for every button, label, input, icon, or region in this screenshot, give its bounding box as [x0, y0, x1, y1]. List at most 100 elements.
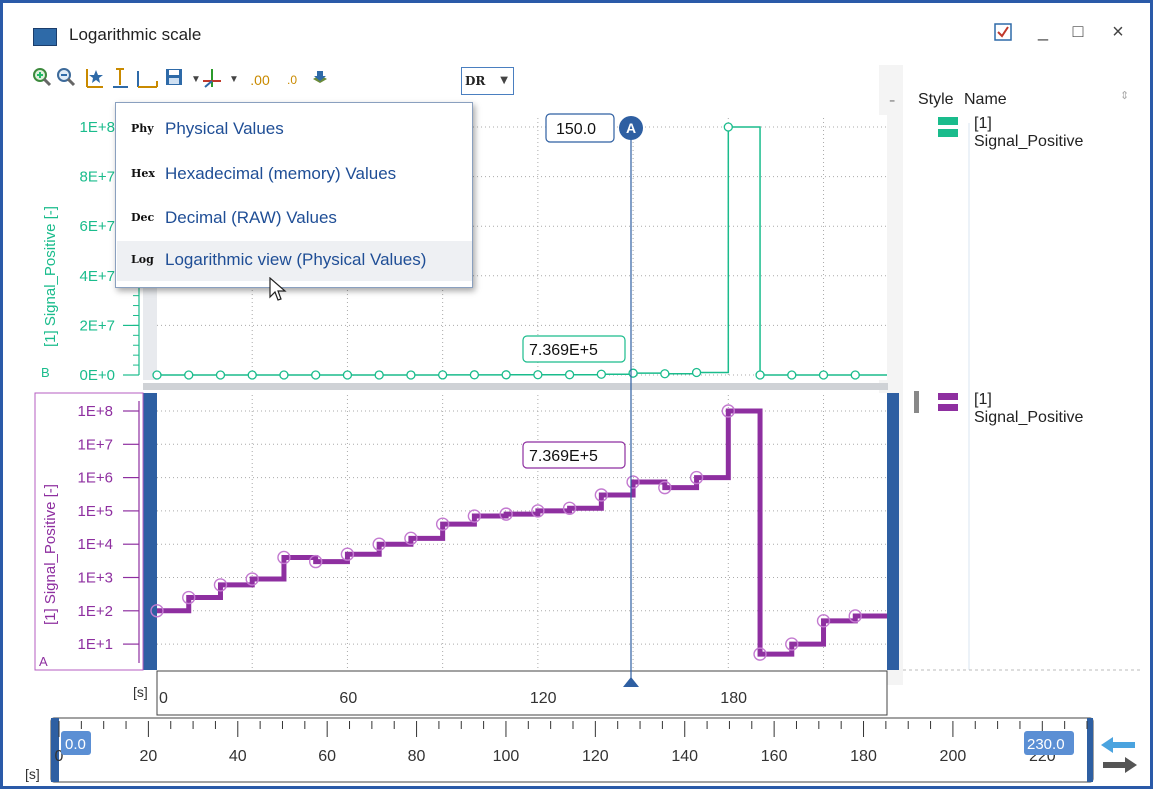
cursor-value-box[interactable] — [545, 113, 615, 143]
top-data-point — [533, 370, 543, 380]
bottom-data-point — [689, 470, 704, 485]
menu-item-label: Logarithmic view (Physical Values) — [165, 250, 427, 269]
menu-item-physical[interactable]: Phy Physical Values — [117, 110, 472, 150]
bottom-grid — [157, 395, 887, 668]
top-readout-box — [522, 335, 626, 363]
x-fit-icon[interactable] — [135, 67, 158, 93]
bottom-data-point — [150, 604, 164, 618]
bottom-data-point — [562, 501, 577, 515]
zoom-out-icon[interactable] — [55, 67, 77, 93]
chevron-down-icon: ▼ — [500, 75, 508, 86]
top-data-point — [342, 370, 353, 380]
top-readout: 7.369E+5 — [529, 342, 598, 359]
overview-tick-label: 60 — [318, 748, 336, 765]
bottom-legend-swatch-lower[interactable] — [938, 404, 958, 411]
bottom-signal-line — [157, 408, 887, 657]
cursor-handle-icon[interactable] — [623, 677, 639, 687]
bottom-left-selection-bar[interactable] — [143, 393, 157, 670]
display-mode-dropdown[interactable]: DR ▼ — [461, 67, 514, 95]
top-signal-markers — [152, 122, 860, 380]
minimize-button[interactable]: _ — [1037, 21, 1048, 41]
overview-right-handle[interactable] — [1087, 718, 1093, 782]
top-legend-entry[interactable]: [1] Signal_Positive — [974, 115, 1084, 150]
axis-icon[interactable] — [201, 67, 223, 93]
x-tick-label: 60 — [339, 690, 357, 707]
decimal-less-icon[interactable]: .0 — [286, 73, 297, 87]
overview-tick-label: 20 — [139, 748, 157, 765]
menu-item-label: Decimal (RAW) Values — [165, 208, 337, 227]
bottom-tick-label: 1E+8 — [78, 403, 113, 420]
close-button[interactable]: × — [1112, 21, 1124, 43]
overview-bar[interactable]: 0 20 40 60 80 100 120 140 160 180 200 220 [s] 0.0 2… — [25, 717, 1094, 783]
hex-abbr-icon: Hex — [131, 167, 155, 180]
overview-start-badge[interactable] — [61, 731, 91, 755]
top-data-point — [469, 370, 480, 380]
cursor-a[interactable]: A 150.0 7.369E+5 7.369E+5 — [522, 113, 643, 687]
menu-item-logarithmic[interactable]: Log Logarithmic view (Physical Values) — [117, 241, 472, 281]
menu-item-hexadecimal[interactable]: Hex Hexadecimal (memory) Values — [117, 155, 472, 195]
overview-tick-label: 120 — [582, 748, 609, 765]
panel-splitter[interactable] — [143, 383, 888, 390]
y-fit-icon[interactable] — [109, 67, 131, 93]
save-dropdown-icon[interactable]: ▼ — [191, 74, 201, 85]
bottom-legend-entry[interactable]: [1] Signal_Positive — [974, 391, 1084, 426]
export-icon[interactable] — [309, 67, 331, 93]
bottom-y-axis-title: [1] Signal_Positive [-] — [42, 484, 59, 625]
maximize-button[interactable]: □ — [1072, 21, 1084, 41]
top-data-point — [406, 370, 416, 380]
bottom-legend-swatch[interactable] — [938, 393, 958, 400]
cursor-label-badge[interactable] — [619, 116, 643, 140]
top-group-label: B — [41, 365, 50, 380]
overview-end-badge[interactable] — [1024, 731, 1074, 755]
bottom-tick-label: 1E+1 — [78, 636, 113, 653]
legend-name-header[interactable]: Name — [964, 91, 1007, 108]
top-data-point — [850, 370, 860, 380]
bottom-axis-box — [34, 392, 144, 671]
axis-dropdown-icon[interactable]: ▼ — [229, 74, 239, 85]
top-tick-label: 8E+7 — [80, 169, 115, 186]
top-data-point — [564, 370, 575, 380]
scroll-collapse-icon[interactable]: ₌ — [889, 92, 895, 106]
bottom-readout-box — [522, 441, 626, 469]
window-title: Logarithmic scale — [69, 25, 202, 44]
bottom-tick-label: 1E+3 — [78, 570, 113, 587]
overview-tick-label: 180 — [850, 748, 877, 765]
display-mode-menu: Phy Physical Values Hex Hexadecimal (mem… — [115, 102, 473, 288]
bottom-plot-panel: 1E+8 1E+7 1E+6 1E+5 1E+4 1E+3 1E+2 1E+1 — [34, 392, 899, 671]
sort-icon[interactable]: ⇕ — [1120, 90, 1130, 102]
top-legend-swatch-lower[interactable] — [938, 129, 958, 137]
title-bar: Logarithmic scale _ □ × — [3, 3, 1150, 49]
menu-item-decimal[interactable]: Dec Decimal (RAW) Values — [117, 199, 472, 239]
help-icon[interactable] — [988, 23, 1018, 46]
top-data-point — [438, 370, 448, 380]
decimal-more-icon[interactable]: .00 — [250, 72, 270, 88]
top-tick-label: 6E+7 — [80, 218, 115, 235]
bottom-tick-label: 1E+4 — [78, 536, 113, 553]
top-data-point — [691, 367, 702, 378]
auto-scale-icon[interactable] — [83, 67, 105, 93]
x-axis[interactable]: [s] 0 60 120 180 — [133, 670, 888, 716]
overview-tick-label: 160 — [761, 748, 788, 765]
bottom-data-point — [785, 637, 799, 651]
legend-style-header[interactable]: Style — [918, 91, 954, 108]
save-icon[interactable] — [163, 67, 185, 93]
bottom-data-point — [245, 572, 259, 586]
bottom-data-point — [848, 609, 862, 623]
zoom-in-icon[interactable] — [31, 67, 53, 93]
bottom-data-point — [594, 488, 609, 502]
bottom-data-point — [626, 475, 640, 489]
bottom-readout: 7.369E+5 — [529, 448, 598, 465]
overview-left-handle[interactable] — [51, 718, 59, 782]
bottom-tick-label: 1E+5 — [78, 503, 113, 520]
bottom-right-selection-bar[interactable] — [887, 393, 899, 670]
overview-start-value: 0.0 — [65, 736, 86, 753]
swap-arrows-icon[interactable] — [1101, 737, 1137, 773]
top-legend-swatch[interactable] — [938, 117, 958, 125]
top-y-ticks: 1E+8 8E+7 6E+7 4E+7 2E+7 0E+0 — [80, 119, 140, 384]
overview-end-value: 230.0 — [1027, 736, 1065, 753]
log-abbr-icon: Log — [131, 253, 154, 266]
bottom-tick-label: 1E+2 — [78, 603, 113, 620]
top-data-point — [152, 370, 162, 380]
top-data-point — [184, 370, 194, 380]
